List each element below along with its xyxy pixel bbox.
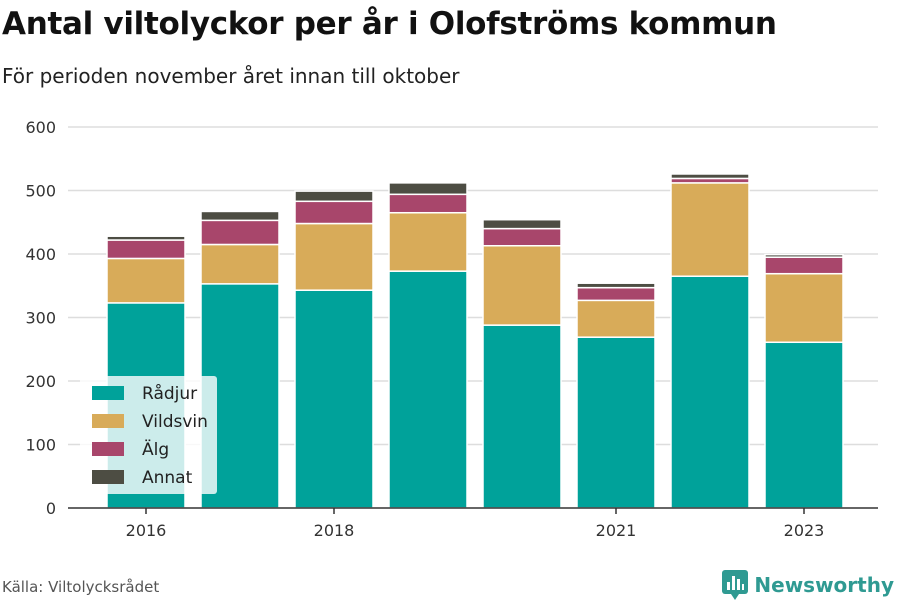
y-tick-label: 200 — [25, 372, 56, 391]
x-axis: 2016 2018 2021 2023 — [68, 507, 878, 540]
bar-segment-älg — [294, 200, 374, 225]
x-tick-label: 2023 — [784, 521, 825, 540]
bar-segment-älg — [764, 256, 844, 275]
y-tick-label: 0 — [46, 499, 56, 518]
bar-segment-annat — [764, 253, 844, 258]
bar-segment-vildsvin — [388, 211, 468, 272]
y-tick-label: 500 — [25, 182, 56, 201]
chart-subtitle: För perioden november året innan till ok… — [2, 64, 460, 88]
bar-segment-annat — [670, 173, 750, 180]
bar-segment-vildsvin — [482, 244, 562, 326]
x-tick-label: 2021 — [596, 521, 637, 540]
bar-segment-rådjur — [388, 270, 468, 509]
bar-segment-vildsvin — [670, 182, 750, 277]
legend-label: Älg — [142, 439, 169, 460]
y-tick-label: 300 — [25, 309, 56, 328]
bar-segment-vildsvin — [200, 243, 280, 285]
source-note: Källa: Viltolycksrådet — [2, 578, 160, 596]
bar-segment-älg — [388, 193, 468, 214]
y-axis-ticks: 0 100 200 300 400 500 600 — [25, 118, 56, 518]
bar-segment-vildsvin — [294, 222, 374, 291]
legend-swatch — [92, 442, 124, 456]
legend-label: Rådjur — [142, 383, 197, 404]
legend-label: Annat — [142, 468, 193, 488]
y-tick-label: 400 — [25, 245, 56, 264]
bar-segment-rådjur — [294, 289, 374, 509]
legend-swatch — [92, 386, 124, 400]
bar-segment-älg — [482, 227, 562, 247]
y-tick-label: 600 — [25, 118, 56, 137]
legend-box — [80, 376, 217, 494]
bar-segment-älg — [200, 219, 280, 246]
legend-swatch — [92, 414, 124, 428]
bars — [106, 173, 844, 509]
x-tick-label: 2016 — [126, 521, 167, 540]
bar-segment-annat — [200, 210, 280, 222]
x-tick-label: 2018 — [314, 521, 355, 540]
bar-segment-rådjur — [482, 324, 562, 509]
bar-segment-älg — [106, 239, 186, 260]
bar-segment-annat — [294, 190, 374, 203]
chart-title: Antal viltolyckor per år i Olofströms ko… — [2, 6, 777, 42]
y-tick-label: 100 — [25, 436, 56, 455]
bar-segment-vildsvin — [106, 257, 186, 304]
bar-segment-annat — [482, 218, 562, 230]
legend-swatch — [92, 470, 124, 484]
bar-segment-rådjur — [576, 336, 656, 509]
bar-segment-annat — [388, 182, 468, 196]
bar-segment-rådjur — [764, 341, 844, 509]
bar-segment-annat — [576, 282, 656, 289]
bar-segment-älg — [576, 286, 656, 302]
bar-segment-vildsvin — [764, 272, 844, 344]
bar-segment-vildsvin — [576, 299, 656, 338]
legend: Rådjur Vildsvin Älg Annat — [80, 376, 217, 494]
brand-name: Newsworthy — [754, 573, 894, 597]
bar-segment-annat — [106, 235, 186, 241]
bar-segment-rådjur — [670, 275, 750, 509]
bar-chart-logo-icon — [722, 570, 749, 600]
legend-label: Vildsvin — [142, 412, 208, 432]
brand-logo: Newsworthy — [722, 570, 894, 600]
